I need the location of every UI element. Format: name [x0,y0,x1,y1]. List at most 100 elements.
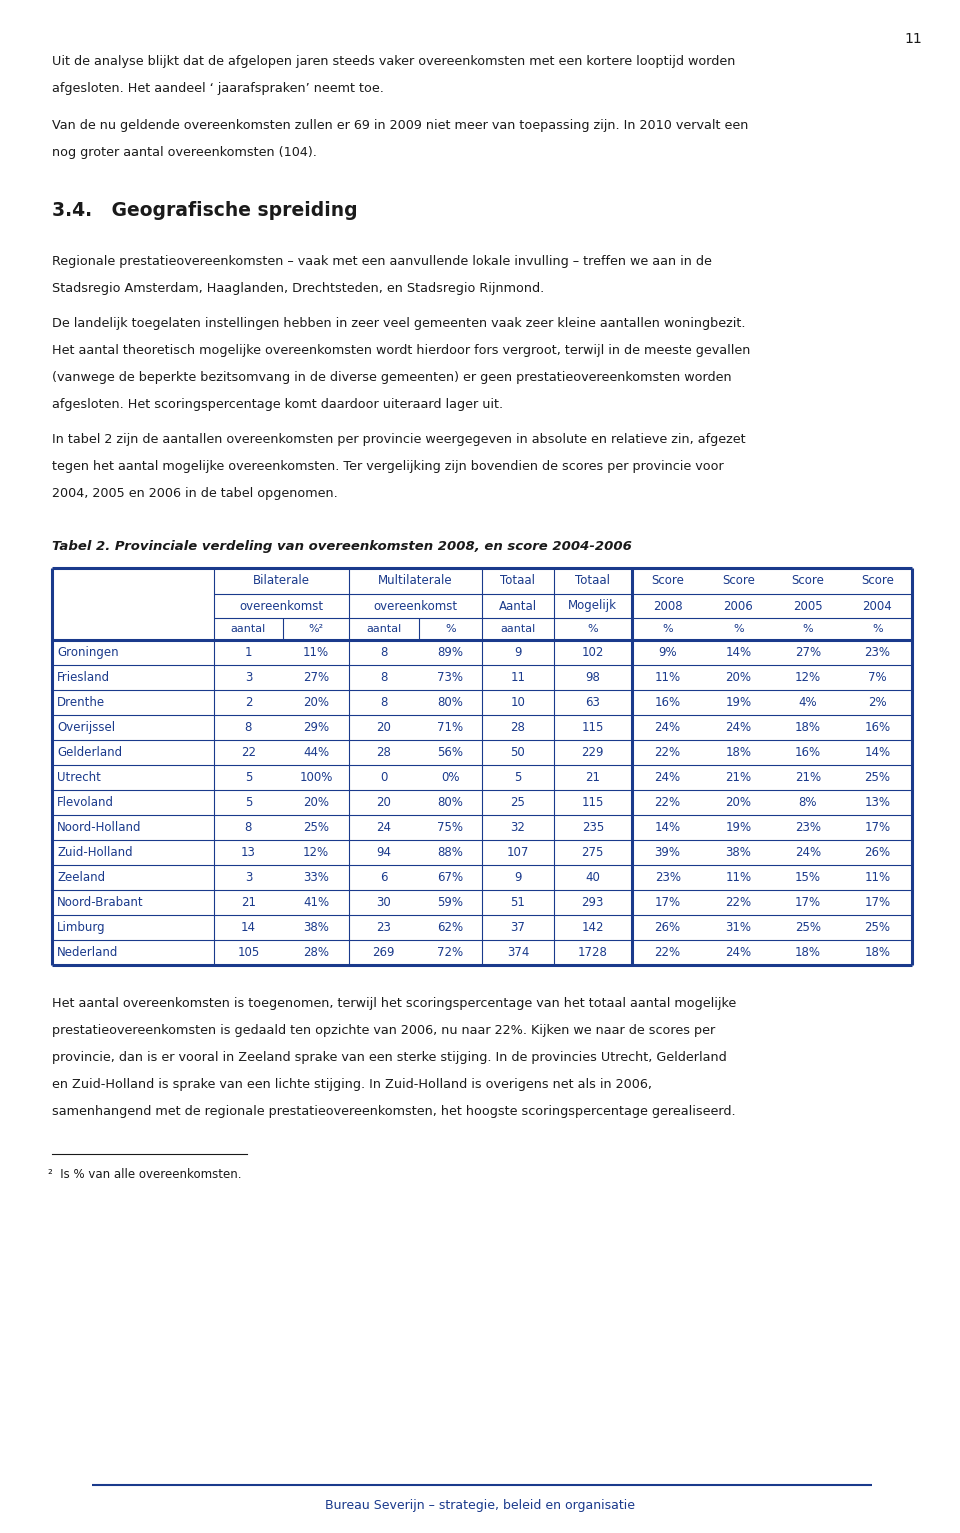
Text: 2006: 2006 [724,599,754,613]
Text: 51: 51 [511,895,525,909]
Text: 37: 37 [511,921,525,934]
Text: (vanwege de beperkte bezitsomvang in de diverse gemeenten) er geen prestatieover: (vanwege de beperkte bezitsomvang in de … [52,371,732,383]
Text: %: % [733,624,744,635]
Text: nog groter aantal overeenkomsten (104).: nog groter aantal overeenkomsten (104). [52,146,317,159]
Text: 38%: 38% [726,846,752,858]
Text: 26%: 26% [655,921,681,934]
Text: 18%: 18% [864,946,890,960]
Text: 11: 11 [904,32,922,46]
Text: Noord-Brabant: Noord-Brabant [57,895,144,909]
Text: 20: 20 [376,796,392,809]
Text: 22%: 22% [655,796,681,809]
Text: afgesloten. Het scoringspercentage komt daardoor uiteraard lager uit.: afgesloten. Het scoringspercentage komt … [52,399,503,411]
Text: 16%: 16% [795,747,821,759]
Text: 3: 3 [245,671,252,684]
Text: 24%: 24% [655,771,681,783]
Text: 25%: 25% [864,771,890,783]
Text: 5: 5 [515,771,521,783]
Text: 2005: 2005 [793,599,823,613]
Text: Score: Score [861,575,894,587]
Text: %: % [444,624,456,635]
Text: 7%: 7% [868,671,887,684]
Text: 63: 63 [586,696,600,708]
Text: %: % [872,624,882,635]
Text: 28: 28 [376,747,392,759]
Text: Friesland: Friesland [57,671,110,684]
Text: 98: 98 [586,671,600,684]
Text: 75%: 75% [437,822,464,834]
Text: Zuid-Holland: Zuid-Holland [57,846,132,858]
Text: Het aantal overeenkomsten is toegenomen, terwijl het scoringspercentage van het : Het aantal overeenkomsten is toegenomen,… [52,996,736,1010]
Text: 14%: 14% [725,645,752,659]
Text: 80%: 80% [438,796,463,809]
Text: 6: 6 [380,871,388,885]
Text: en Zuid-Holland is sprake van een lichte stijging. In Zuid-Holland is overigens : en Zuid-Holland is sprake van een lichte… [52,1078,652,1091]
Text: 12%: 12% [303,846,329,858]
Text: 20%: 20% [726,671,752,684]
Text: 16%: 16% [864,721,890,734]
Text: Het aantal theoretisch mogelijke overeenkomsten wordt hierdoor fors vergroot, te: Het aantal theoretisch mogelijke overeen… [52,343,751,357]
Text: 20%: 20% [303,696,329,708]
Text: Groningen: Groningen [57,645,119,659]
Text: Score: Score [722,575,755,587]
Text: 19%: 19% [725,696,752,708]
Text: 14: 14 [241,921,256,934]
Text: 142: 142 [582,921,604,934]
Text: 23%: 23% [655,871,681,885]
Text: Score: Score [791,575,825,587]
Text: Tabel 2. Provinciale verdeling van overeenkomsten 2008, en score 2004-2006: Tabel 2. Provinciale verdeling van overe… [52,540,632,553]
Text: provincie, dan is er vooral in Zeeland sprake van een sterke stijging. In de pro: provincie, dan is er vooral in Zeeland s… [52,1052,727,1064]
Text: Overijssel: Overijssel [57,721,115,734]
Text: 16%: 16% [655,696,681,708]
Text: 107: 107 [507,846,529,858]
Text: 0%: 0% [441,771,460,783]
Text: 39%: 39% [655,846,681,858]
Text: 25: 25 [511,796,525,809]
Text: 10: 10 [511,696,525,708]
Text: De landelijk toegelaten instellingen hebben in zeer veel gemeenten vaak zeer kle: De landelijk toegelaten instellingen heb… [52,317,746,330]
Text: 22: 22 [241,747,256,759]
Text: 89%: 89% [437,645,464,659]
Text: 15%: 15% [795,871,821,885]
Text: 2004: 2004 [862,599,892,613]
Text: 27%: 27% [795,645,821,659]
Text: 8: 8 [245,721,252,734]
Text: 24%: 24% [725,721,752,734]
Text: 17%: 17% [795,895,821,909]
Text: Totaal: Totaal [575,575,611,587]
Text: 23: 23 [376,921,392,934]
Text: 21: 21 [241,895,256,909]
Text: 2004, 2005 en 2006 in de tabel opgenomen.: 2004, 2005 en 2006 in de tabel opgenomen… [52,487,338,500]
Text: 8: 8 [380,645,388,659]
Text: 80%: 80% [438,696,463,708]
Text: 73%: 73% [437,671,464,684]
Text: Bureau Severijn – strategie, beleid en organisatie: Bureau Severijn – strategie, beleid en o… [325,1499,635,1512]
Text: 50: 50 [511,747,525,759]
Text: 5: 5 [245,796,252,809]
Text: 26%: 26% [864,846,890,858]
Text: 28%: 28% [303,946,329,960]
Text: 40: 40 [586,871,600,885]
Text: Limburg: Limburg [57,921,106,934]
Text: 88%: 88% [438,846,463,858]
Text: 115: 115 [582,721,604,734]
Text: 14%: 14% [864,747,890,759]
Text: 31%: 31% [726,921,752,934]
Text: 27%: 27% [303,671,329,684]
Text: Drenthe: Drenthe [57,696,106,708]
Text: 25%: 25% [303,822,329,834]
Text: 32: 32 [511,822,525,834]
Text: 115: 115 [582,796,604,809]
Text: Utrecht: Utrecht [57,771,101,783]
Text: 374: 374 [507,946,529,960]
Text: overeenkomst: overeenkomst [373,599,458,613]
Text: 25%: 25% [795,921,821,934]
Text: 3: 3 [245,871,252,885]
Text: samenhangend met de regionale prestatieovereenkomsten, het hoogste scoringsperce: samenhangend met de regionale prestatieo… [52,1105,735,1118]
Text: 56%: 56% [437,747,464,759]
Text: 12%: 12% [795,671,821,684]
Text: tegen het aantal mogelijke overeenkomsten. Ter vergelijking zijn bovendien de sc: tegen het aantal mogelijke overeenkomste… [52,460,724,474]
Text: 33%: 33% [303,871,329,885]
Text: %: % [662,624,673,635]
Text: 4%: 4% [799,696,817,708]
